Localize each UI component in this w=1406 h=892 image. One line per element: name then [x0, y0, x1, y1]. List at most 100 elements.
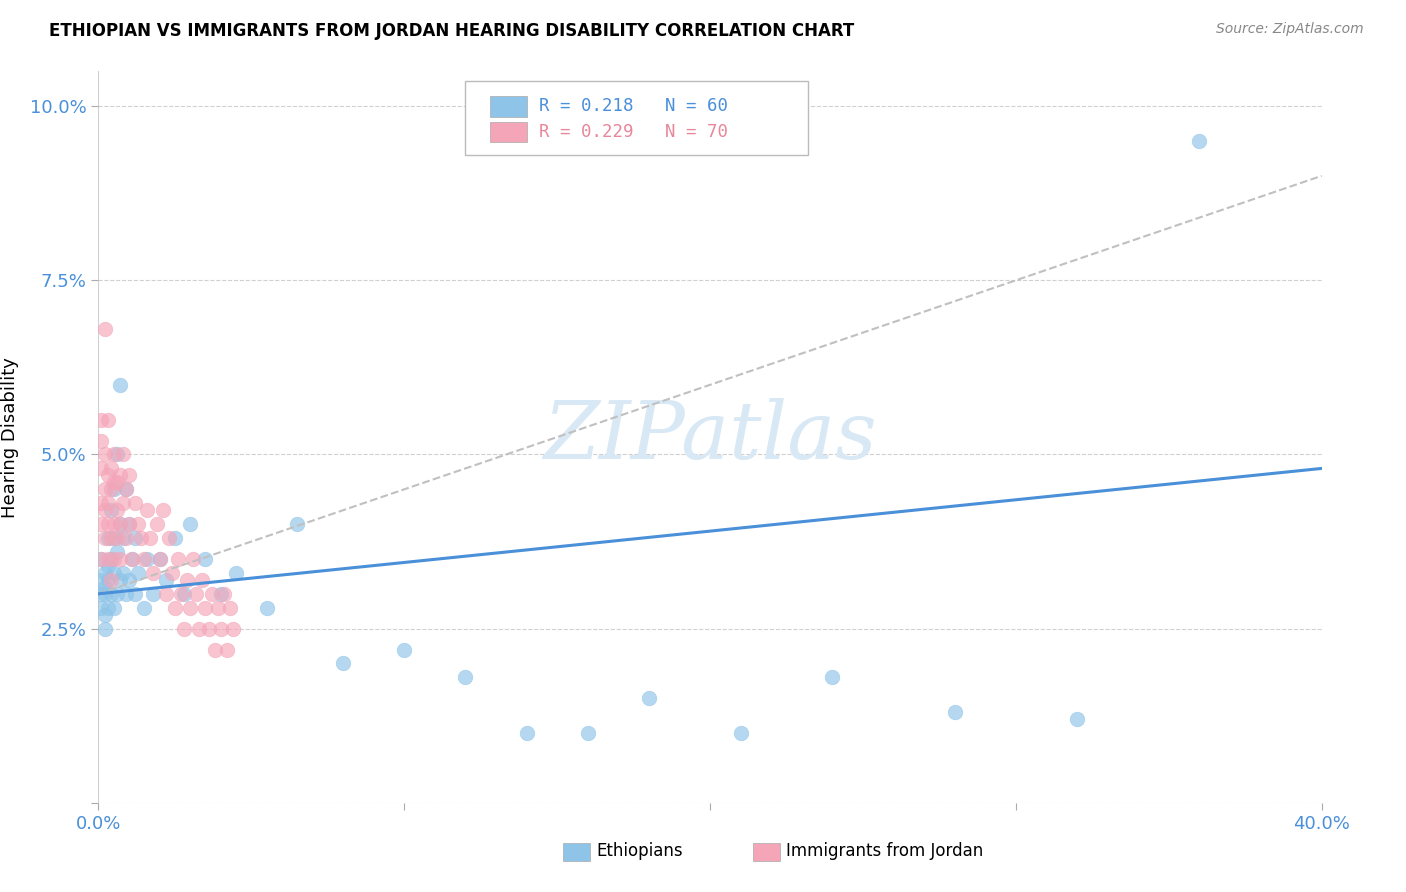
Point — [332, 657, 354, 671]
Bar — [752, 843, 780, 862]
Point — [90, 600, 112, 615]
Point — [170, 587, 193, 601]
Point — [124, 531, 146, 545]
Point — [103, 531, 125, 545]
Point — [108, 468, 131, 483]
Point — [93, 483, 115, 497]
Point — [136, 503, 159, 517]
Point — [121, 552, 143, 566]
Point — [142, 566, 165, 580]
Point — [454, 670, 477, 684]
Text: ZIPatlas: ZIPatlas — [543, 399, 877, 475]
Point — [179, 600, 201, 615]
Point — [204, 642, 226, 657]
Point — [103, 517, 125, 532]
Text: Ethiopians: Ethiopians — [596, 842, 683, 860]
Point — [111, 496, 134, 510]
Point — [134, 552, 156, 566]
Point — [93, 566, 115, 580]
Point — [100, 573, 122, 587]
Point — [90, 412, 112, 426]
Point — [212, 587, 235, 601]
Point — [118, 468, 141, 483]
Point — [163, 600, 186, 615]
Point — [176, 573, 198, 587]
Point — [200, 587, 222, 601]
Point — [108, 517, 131, 532]
Point — [118, 517, 141, 532]
Text: R = 0.229   N = 70: R = 0.229 N = 70 — [538, 123, 728, 141]
Point — [93, 322, 115, 336]
Point — [103, 552, 125, 566]
Point — [100, 483, 122, 497]
Point — [516, 726, 538, 740]
Point — [115, 531, 138, 545]
Point — [90, 587, 112, 601]
Point — [576, 726, 599, 740]
Point — [111, 566, 134, 580]
Point — [197, 622, 219, 636]
Bar — [564, 843, 591, 862]
Text: R = 0.218   N = 60: R = 0.218 N = 60 — [538, 97, 728, 115]
Point — [90, 517, 112, 532]
Point — [149, 552, 172, 566]
Point — [943, 705, 966, 719]
Point — [1066, 712, 1088, 726]
Point — [90, 461, 112, 475]
Point — [821, 670, 844, 684]
Point — [149, 552, 172, 566]
Point — [179, 517, 201, 532]
Point — [105, 475, 128, 490]
Point — [392, 642, 416, 657]
Point — [115, 483, 138, 497]
Point — [181, 552, 204, 566]
Point — [163, 531, 186, 545]
Point — [209, 622, 232, 636]
Point — [105, 503, 128, 517]
Point — [103, 475, 125, 490]
Point — [152, 503, 174, 517]
Point — [225, 566, 247, 580]
Point — [97, 412, 120, 426]
Point — [93, 607, 115, 622]
Point — [103, 483, 125, 497]
Point — [103, 566, 125, 580]
Point — [93, 531, 115, 545]
Point — [173, 622, 195, 636]
Point — [118, 517, 141, 532]
Point — [157, 531, 180, 545]
Point — [100, 531, 122, 545]
Point — [93, 587, 115, 601]
Point — [209, 587, 232, 601]
Point — [100, 503, 122, 517]
Text: Source: ZipAtlas.com: Source: ZipAtlas.com — [1216, 22, 1364, 37]
Point — [105, 587, 128, 601]
Point — [215, 642, 238, 657]
Point — [191, 573, 214, 587]
Point — [108, 377, 131, 392]
Point — [186, 587, 208, 601]
Point — [97, 468, 120, 483]
Text: Immigrants from Jordan: Immigrants from Jordan — [786, 842, 983, 860]
Point — [115, 483, 138, 497]
Text: ETHIOPIAN VS IMMIGRANTS FROM JORDAN HEARING DISABILITY CORRELATION CHART: ETHIOPIAN VS IMMIGRANTS FROM JORDAN HEAR… — [49, 22, 855, 40]
Point — [167, 552, 190, 566]
Point — [97, 600, 120, 615]
Point — [194, 600, 217, 615]
Point — [730, 726, 752, 740]
Point — [207, 600, 229, 615]
Point — [142, 587, 165, 601]
Point — [139, 531, 162, 545]
Y-axis label: Hearing Disability: Hearing Disability — [1, 357, 18, 517]
Point — [188, 622, 211, 636]
Point — [93, 503, 115, 517]
Point — [108, 552, 131, 566]
Point — [121, 552, 143, 566]
Point — [637, 691, 661, 706]
Point — [127, 566, 149, 580]
Point — [222, 622, 245, 636]
Bar — [489, 122, 526, 143]
Point — [127, 517, 149, 532]
Point — [155, 587, 177, 601]
Point — [118, 573, 141, 587]
